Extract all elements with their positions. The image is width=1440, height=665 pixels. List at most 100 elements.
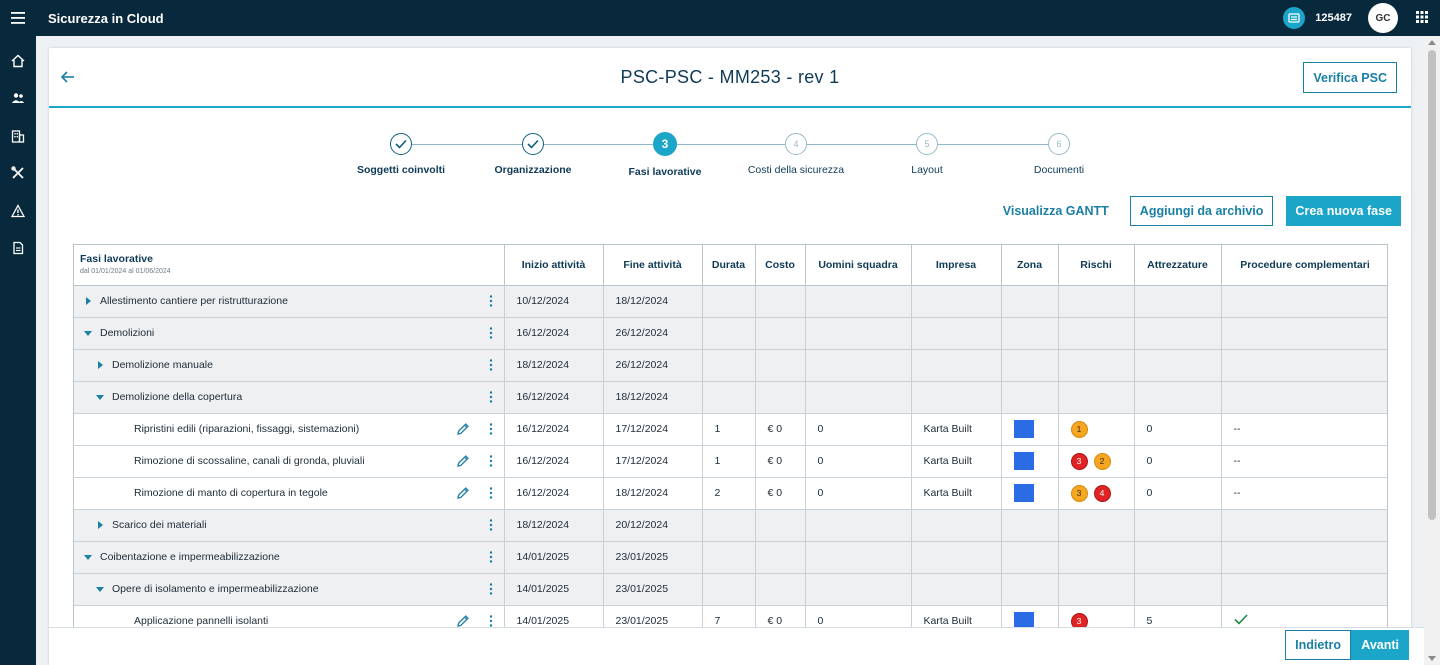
col-header-start[interactable]: Inizio attività [504, 245, 604, 286]
table-row[interactable]: Scarico dei materiali 18/12/2024 20/12/2… [74, 509, 1387, 542]
end-date: 23/01/2025 [603, 573, 703, 606]
start-date: 10/12/2024 [504, 285, 604, 318]
more-vert-icon[interactable] [488, 614, 494, 627]
phases-table: Fasi lavorative dal 01/01/2024 al 01/06/… [73, 244, 1388, 628]
col-header-duration[interactable]: Durata [702, 245, 756, 286]
document-icon[interactable] [0, 230, 36, 268]
table-row[interactable]: Opere di isolamento e impermeabilizzazio… [74, 573, 1387, 606]
risk-badge[interactable]: 2 [1093, 452, 1111, 470]
building-icon[interactable] [0, 117, 36, 155]
more-vert-icon[interactable] [488, 422, 494, 435]
equipment-count: 0 [1134, 413, 1222, 446]
activity-name: Rimozione di scossaline, canali di grond… [134, 455, 365, 467]
more-vert-icon[interactable] [488, 390, 494, 403]
table-row[interactable]: Allestimento cantiere per ristrutturazio… [74, 285, 1387, 318]
risk-badge[interactable]: 4 [1093, 484, 1111, 502]
risk-badge[interactable]: 3 [1070, 484, 1088, 502]
col-header-procedures[interactable]: Procedure complementari [1221, 245, 1387, 286]
tools-icon[interactable] [0, 155, 36, 193]
step-costi-sicurezza[interactable]: 4 Costi della sicurezza [726, 132, 866, 176]
sidebar [0, 36, 36, 665]
more-vert-icon[interactable] [488, 294, 494, 307]
warning-icon[interactable] [0, 192, 36, 230]
table-row[interactable]: Demolizioni 16/12/2024 26/12/2024 [74, 317, 1387, 350]
duration: 1 [702, 445, 756, 478]
risk-badge[interactable]: 3 [1070, 612, 1088, 627]
zone-swatch[interactable] [1013, 452, 1034, 470]
caret-right-icon[interactable] [94, 359, 106, 371]
more-vert-icon[interactable] [488, 582, 494, 595]
more-vert-icon[interactable] [488, 518, 494, 531]
next-button[interactable]: Avanti [1351, 630, 1409, 660]
verify-psc-button[interactable]: Verifica PSC [1303, 62, 1397, 93]
back-arrow-icon[interactable] [59, 68, 77, 86]
duration: 1 [702, 413, 756, 446]
user-avatar[interactable]: GC [1368, 3, 1398, 33]
col-header-zone[interactable]: Zona [1001, 245, 1059, 286]
scroll-thumb[interactable] [1428, 50, 1436, 520]
start-date: 16/12/2024 [504, 477, 604, 510]
edit-pencil-icon[interactable] [456, 486, 470, 500]
step-fasi-lavorative[interactable]: 3 Fasi lavorative [595, 132, 735, 178]
page-scrollbar[interactable] [1424, 36, 1440, 665]
step-layout[interactable]: 5 Layout [857, 132, 997, 176]
step-documenti[interactable]: 6 Documenti [989, 132, 1129, 176]
zone-swatch[interactable] [1013, 612, 1034, 627]
more-vert-icon[interactable] [488, 486, 494, 499]
scroll-down-arrow-icon[interactable] [1428, 656, 1436, 661]
users-icon[interactable] [0, 80, 36, 118]
edit-pencil-icon[interactable] [456, 454, 470, 468]
col-header-risks[interactable]: Rischi [1058, 245, 1135, 286]
table-row[interactable]: Rimozione di scossaline, canali di grond… [74, 445, 1387, 478]
caret-right-icon[interactable] [94, 519, 106, 531]
caret-down-icon[interactable] [94, 391, 106, 403]
step-soggetti-coinvolti[interactable]: Soggetti coinvolti [331, 132, 471, 176]
col-header-cost[interactable]: Costo [755, 245, 806, 286]
table-row[interactable]: Rimozione di manto di copertura in tegol… [74, 477, 1387, 510]
add-from-archive-button[interactable]: Aggiungi da archivio [1129, 196, 1274, 226]
start-date: 18/12/2024 [504, 509, 604, 542]
start-date: 16/12/2024 [504, 317, 604, 350]
col-header-equipment[interactable]: Attrezzature [1134, 245, 1222, 286]
step-connector [927, 144, 1059, 145]
company-code-icon[interactable] [1283, 7, 1306, 29]
col-header-team[interactable]: Uomini squadra [805, 245, 912, 286]
col-header-company[interactable]: Impresa [911, 245, 1002, 286]
col-header-end[interactable]: Fine attività [603, 245, 703, 286]
table-row[interactable]: Applicazione pannelli isolanti 14/01/202… [74, 605, 1387, 628]
cost: € 0 [755, 605, 806, 627]
more-vert-icon[interactable] [488, 550, 494, 563]
apps-grid-icon[interactable] [1416, 10, 1428, 26]
more-vert-icon[interactable] [488, 358, 494, 371]
equipment-count: 0 [1134, 445, 1222, 478]
create-phase-button[interactable]: Crea nuova fase [1286, 196, 1401, 226]
scroll-up-arrow-icon[interactable] [1428, 40, 1436, 45]
home-icon[interactable] [0, 42, 36, 80]
procedures: -- [1221, 477, 1387, 510]
view-gantt-button[interactable]: Visualizza GANTT [1002, 204, 1109, 218]
more-vert-icon[interactable] [488, 454, 494, 467]
more-vert-icon[interactable] [488, 326, 494, 339]
risk-badge[interactable]: 3 [1070, 452, 1088, 470]
cost: € 0 [755, 477, 806, 510]
hamburger-menu-icon[interactable] [0, 0, 36, 36]
table-row[interactable]: Coibentazione e impermeabilizzazione 14/… [74, 541, 1387, 574]
back-button[interactable]: Indietro [1285, 630, 1351, 660]
risk-badge[interactable]: 1 [1070, 420, 1088, 438]
cost: € 0 [755, 445, 806, 478]
edit-pencil-icon[interactable] [456, 614, 470, 628]
table-row[interactable]: Demolizione manuale 18/12/2024 26/12/202… [74, 349, 1387, 382]
table-row[interactable]: Demolizione della copertura 16/12/2024 1… [74, 381, 1387, 414]
check-icon [522, 133, 544, 155]
caret-down-icon[interactable] [94, 583, 106, 595]
step-organizzazione[interactable]: Organizzazione [463, 132, 603, 176]
table-row[interactable]: Ripristini edili (riparazioni, fissaggi,… [74, 413, 1387, 446]
caret-right-icon[interactable] [82, 295, 94, 307]
edit-pencil-icon[interactable] [456, 422, 470, 436]
caret-down-icon[interactable] [82, 327, 94, 339]
zone-swatch[interactable] [1013, 420, 1034, 438]
col-header-phases[interactable]: Fasi lavorative dal 01/01/2024 al 01/06/… [74, 245, 505, 286]
team-size: 0 [805, 445, 912, 478]
zone-swatch[interactable] [1013, 484, 1034, 502]
caret-down-icon[interactable] [82, 551, 94, 563]
